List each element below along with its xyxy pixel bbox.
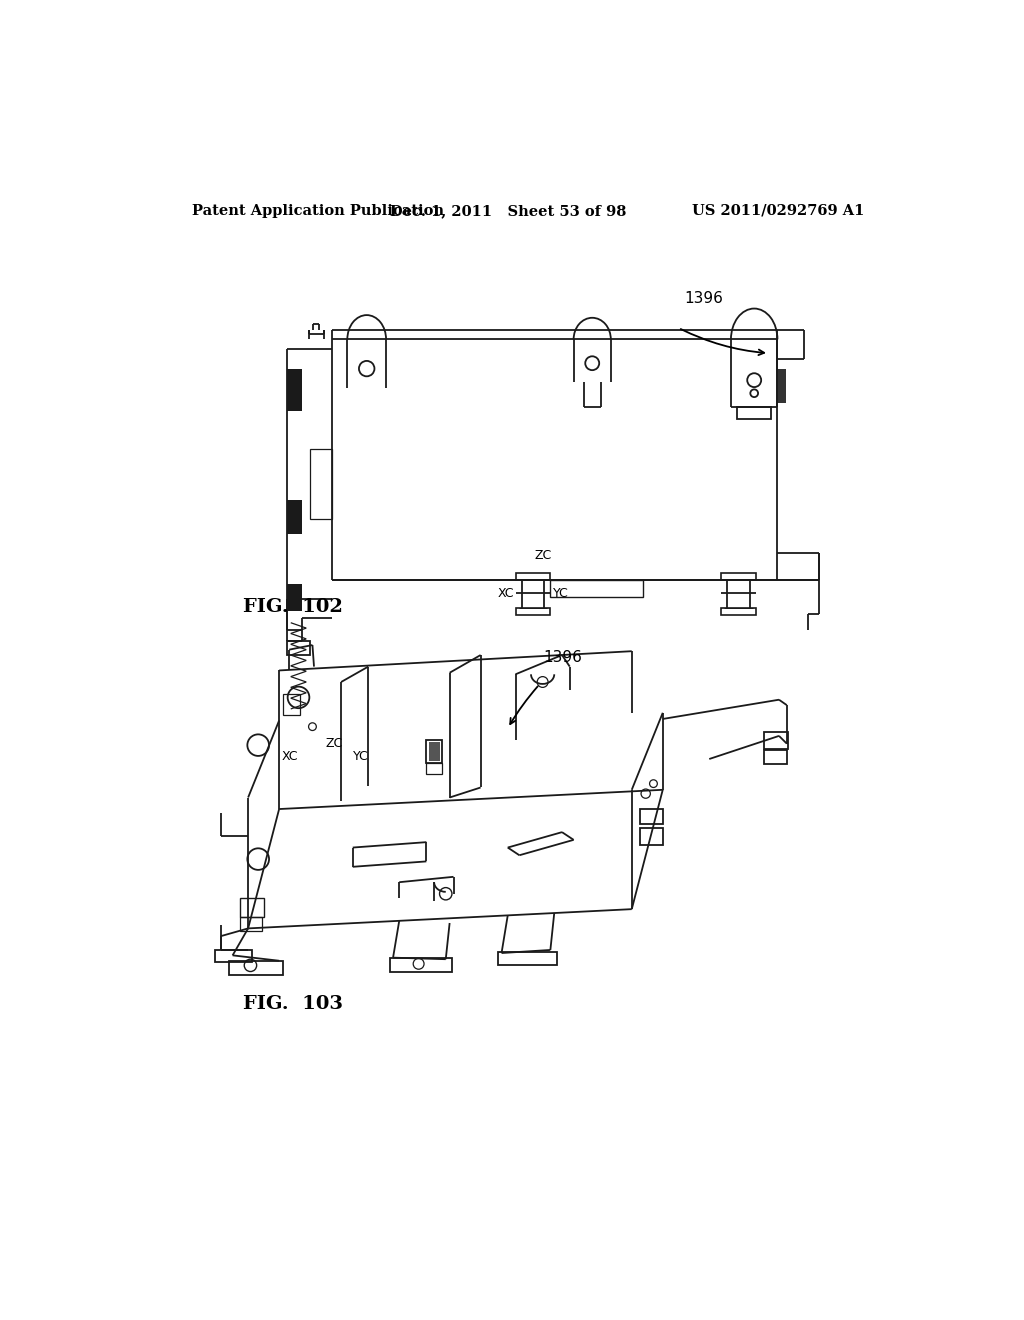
Bar (215, 950, 252, 962)
Text: ZC: ZC (326, 737, 343, 750)
Bar (287, 585, 302, 611)
Text: Dec. 1, 2011   Sheet 53 of 98: Dec. 1, 2011 Sheet 53 of 98 (389, 203, 626, 218)
Bar (764, 750, 786, 763)
Bar (426, 739, 442, 763)
Bar (515, 573, 550, 579)
Bar (429, 742, 439, 760)
Text: 1396: 1396 (684, 292, 723, 306)
Text: ZC: ZC (535, 549, 552, 562)
Bar (550, 579, 643, 597)
Text: US 2011/0292769 A1: US 2011/0292769 A1 (692, 203, 864, 218)
Text: XC: XC (282, 750, 299, 763)
Text: YC: YC (352, 750, 369, 763)
Text: YC: YC (553, 586, 568, 599)
Bar (737, 407, 771, 418)
Text: Patent Application Publication: Patent Application Publication (193, 203, 444, 218)
Bar (721, 573, 756, 579)
Bar (390, 958, 452, 972)
Text: XC: XC (498, 586, 514, 599)
Bar (287, 499, 302, 535)
Bar (640, 809, 663, 825)
Bar (640, 829, 663, 845)
Bar (310, 449, 332, 519)
Bar (283, 693, 300, 715)
Bar (499, 952, 557, 965)
Bar (287, 368, 302, 411)
Bar (228, 961, 283, 974)
Bar (287, 642, 310, 655)
Bar (721, 609, 756, 615)
Bar (764, 733, 788, 748)
Bar (241, 898, 263, 917)
Bar (241, 917, 262, 931)
Text: 1396: 1396 (544, 649, 583, 665)
Bar (426, 763, 442, 774)
Bar (515, 609, 550, 615)
Text: FIG.  103: FIG. 103 (243, 995, 343, 1012)
Text: FIG.  102: FIG. 102 (243, 598, 343, 615)
Bar (776, 368, 786, 404)
